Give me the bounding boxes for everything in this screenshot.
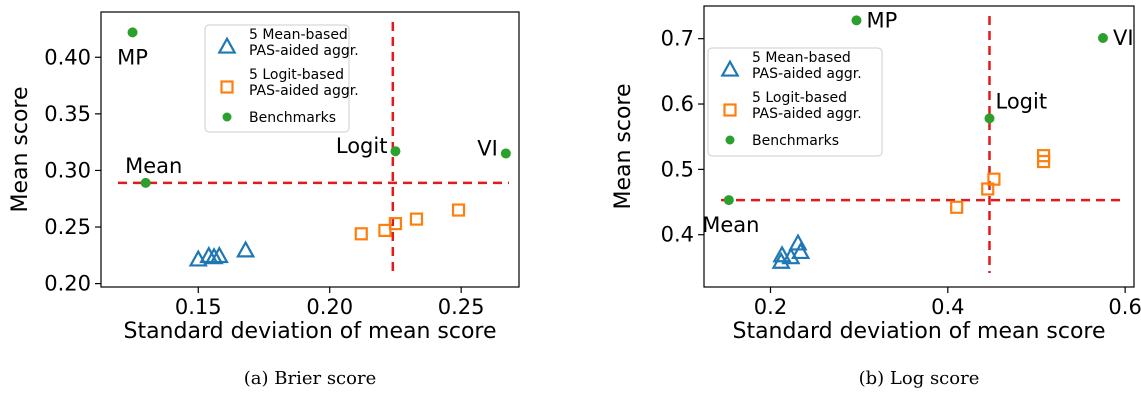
figure-caption: (b) Log score <box>859 368 980 389</box>
benchmark-label: VI <box>1113 26 1134 50</box>
logit-based-point <box>451 203 466 217</box>
legend-square-icon <box>723 103 737 117</box>
x-tick-label: 0.4 <box>931 295 964 319</box>
logit-based-point <box>378 223 392 238</box>
logit-based-point <box>987 172 1001 186</box>
plot-frame <box>703 5 1135 288</box>
benchmark-point <box>127 27 138 38</box>
y-tick-label: 0.5 <box>661 157 694 181</box>
chart-brier-score: 0.15 0.20 0.25 0.20 0.25 0.30 0.35 0.40 Standard… <box>8 11 520 389</box>
x-tick-label: 0.25 <box>438 295 485 319</box>
benchmark-label: VI <box>477 136 498 160</box>
benchmark-label: Logit <box>336 134 388 158</box>
legend-entry-label: 5 Mean-based PAS-aided aggr. <box>249 27 359 59</box>
benchmark-label: Mean <box>702 213 759 237</box>
benchmark-point <box>1097 33 1108 44</box>
y-axis-label: Mean score <box>611 83 636 209</box>
mean-based-point <box>772 245 792 263</box>
logit-based-point <box>1036 149 1051 163</box>
y-tick-label: 0.20 <box>44 272 91 296</box>
mean-based-point <box>199 245 219 264</box>
logit-based-point <box>388 217 403 231</box>
logit-based-point <box>354 227 368 241</box>
plot-frame <box>100 11 520 288</box>
benchmark-point <box>500 148 511 159</box>
legend-entry-label: 5 Logit-based PAS-aided aggr. <box>249 67 359 99</box>
benchmark-point <box>723 195 734 206</box>
y-tick-label: 0.4 <box>661 223 694 247</box>
benchmark-label: MP <box>117 45 148 69</box>
figure-caption: (a) Brier score <box>244 368 376 389</box>
x-axis-label: Standard deviation of mean score <box>732 319 1105 344</box>
legend-entry-label: Benchmarks <box>752 133 839 149</box>
y-tick-label: 0.25 <box>44 215 91 239</box>
benchmark-point <box>851 15 862 26</box>
y-tick-label: 0.30 <box>44 158 91 182</box>
legend-box <box>204 24 350 133</box>
benchmark-label: Logit <box>995 89 1047 113</box>
legend-circle-icon <box>222 112 232 122</box>
y-tick-label: 0.7 <box>661 27 694 51</box>
y-tick-label: 0.35 <box>44 102 91 126</box>
x-tick-label: 0.2 <box>754 295 787 319</box>
legend-entry-label: 5 Logit-based PAS-aided aggr. <box>752 90 862 122</box>
legend-entry-label: 5 Mean-based PAS-aided aggr. <box>752 50 862 82</box>
x-axis-label: Standard deviation of mean score <box>123 319 496 344</box>
benchmark-label: MP <box>866 8 897 32</box>
x-tick-label: 0.6 <box>1108 295 1141 319</box>
y-axis-label: Mean score <box>8 86 33 212</box>
mean-based-point <box>209 245 229 264</box>
benchmark-point <box>984 113 995 124</box>
legend-triangle-icon <box>720 59 740 77</box>
mean-based-point <box>204 247 224 265</box>
legend-square-icon <box>220 80 234 94</box>
benchmark-label: Mean <box>125 154 182 178</box>
legend-triangle-icon <box>217 36 237 54</box>
y-tick-label: 0.40 <box>44 45 91 69</box>
x-tick-label: 0.20 <box>306 295 353 319</box>
x-tick-label: 0.15 <box>175 295 222 319</box>
legend-entry-label: Benchmarks <box>249 110 336 126</box>
legend-box <box>707 47 883 157</box>
logit-based-point <box>950 200 964 214</box>
chart-log-score: 0.2 0.4 0.6 0.4 0.5 0.6 0.7 Standard deviation … <box>611 5 1141 389</box>
mean-based-point <box>791 241 811 260</box>
benchmark-point <box>390 146 401 157</box>
legend: 5 Mean-based PAS-aided aggr. 5 Logit-based… <box>707 47 883 157</box>
mean-based-point <box>236 240 256 258</box>
legend: 5 Mean-based PAS-aided aggr. 5 Logit-based… <box>204 24 359 133</box>
logit-based-point <box>409 212 424 226</box>
legend-circle-icon <box>725 135 735 145</box>
benchmark-point <box>140 177 151 188</box>
y-tick-label: 0.6 <box>661 92 694 116</box>
